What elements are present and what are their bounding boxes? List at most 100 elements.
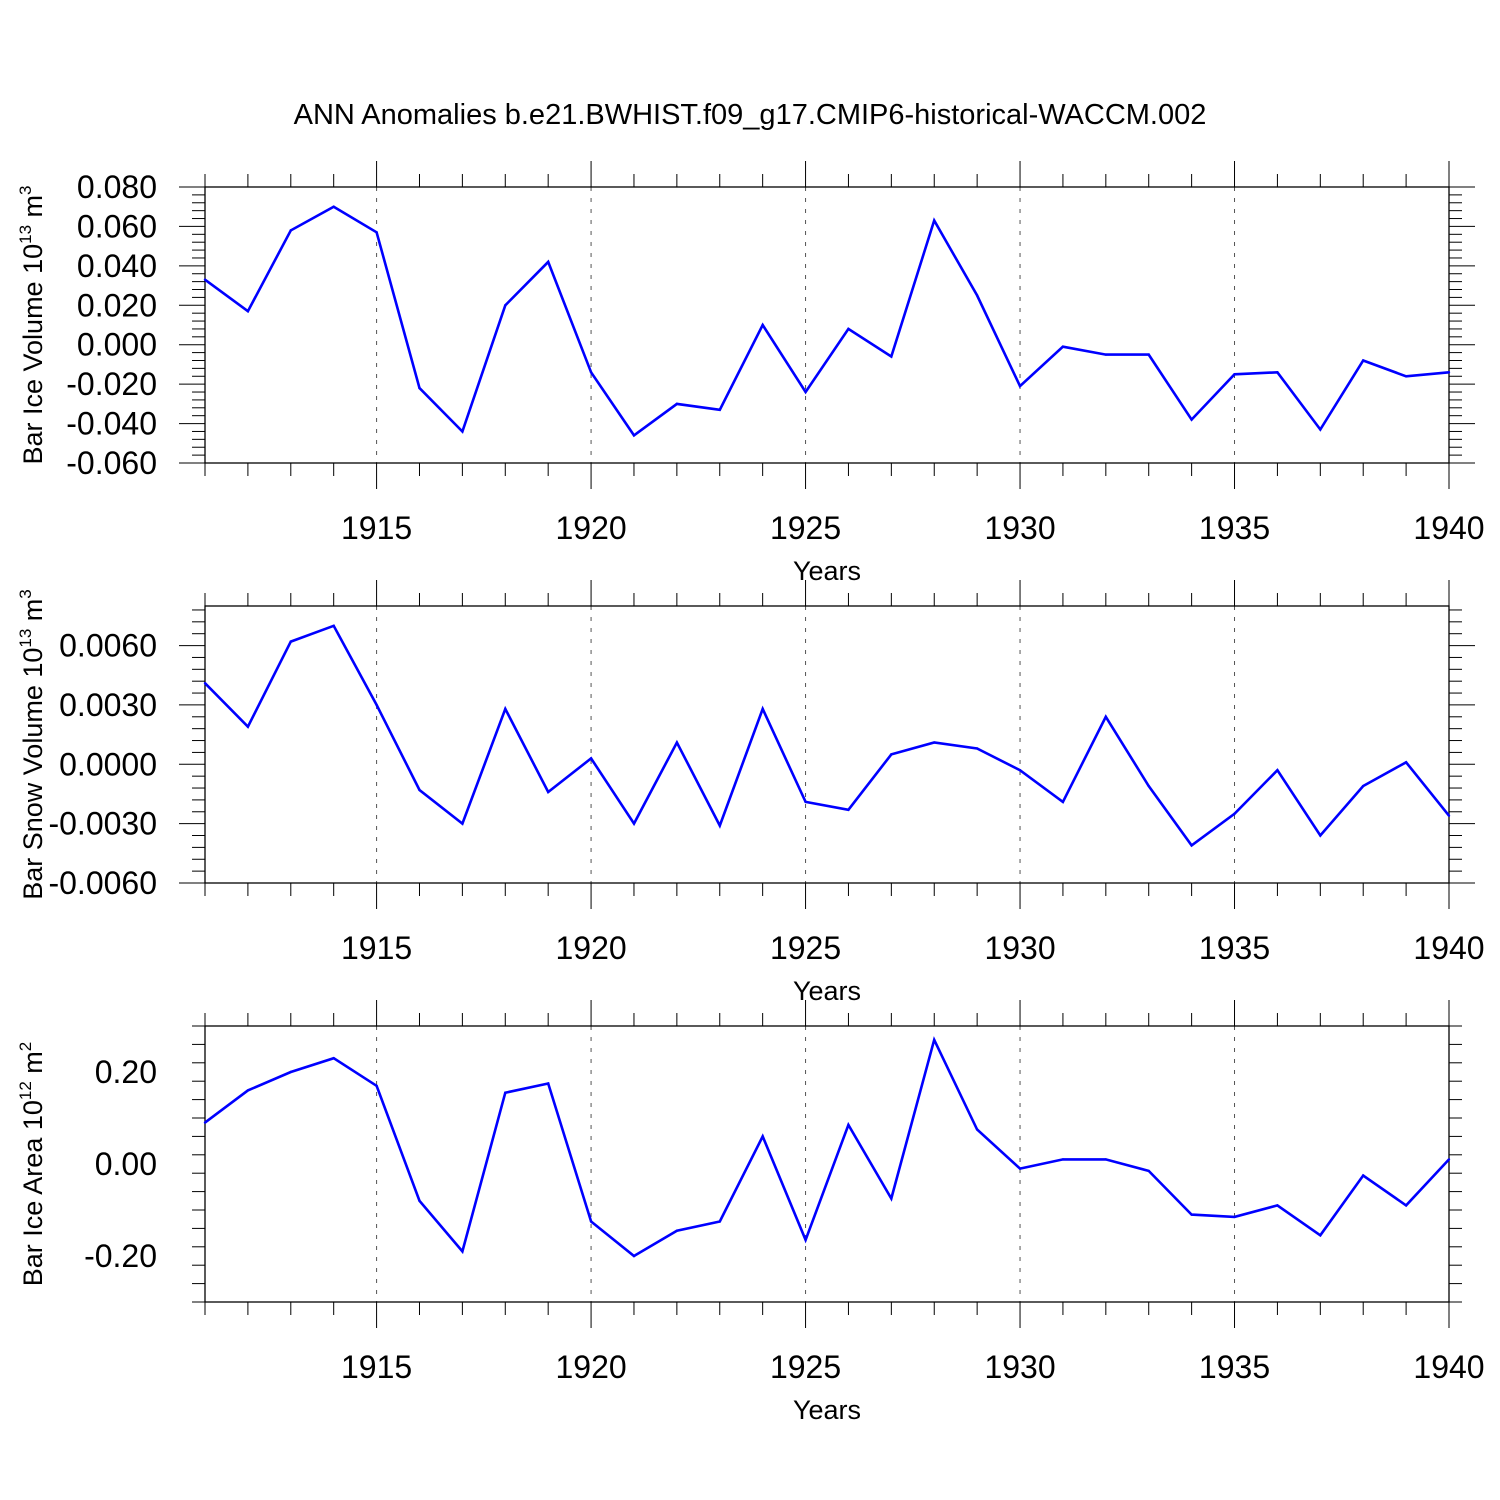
data-point	[332, 205, 335, 208]
data-point	[1018, 384, 1022, 388]
y-tick-label: 0.0060	[59, 628, 157, 664]
x-tick-label: 1930	[984, 930, 1055, 966]
data-point	[718, 824, 721, 827]
data-point	[1404, 1204, 1408, 1207]
x-tick-label: 1935	[1199, 930, 1270, 966]
data-point	[375, 703, 378, 707]
x-axis-title: Years	[793, 556, 861, 586]
data-point	[504, 1091, 507, 1094]
data-point	[589, 371, 593, 374]
y-axis-title: Bar Snow Volume 1013 m3	[16, 589, 48, 900]
chart-panel-3: 0.20 0.00 -0.20 1915 1920 1925 1930 1935 1940 Yea…	[16, 1000, 1485, 1425]
data-point	[675, 1229, 679, 1232]
data-point	[1276, 769, 1279, 772]
data-point	[418, 386, 421, 390]
data-point	[203, 1121, 207, 1124]
y-tick-label: -0.0060	[48, 865, 157, 901]
y-tick-label: 0.0000	[59, 746, 157, 782]
data-point	[246, 1089, 250, 1092]
data-point	[1018, 769, 1022, 772]
data-point	[804, 390, 807, 394]
y-tick-label: -0.040	[66, 406, 157, 442]
data-point	[332, 1057, 335, 1060]
data-point	[1276, 1204, 1279, 1207]
x-tick-label: 1930	[984, 510, 1055, 546]
x-tick-label: 1935	[1199, 1349, 1270, 1385]
data-point	[718, 408, 721, 411]
data-point	[418, 1199, 421, 1203]
y-tick-label: 0.0030	[59, 687, 157, 723]
y-tick-label: 0.20	[95, 1054, 157, 1090]
data-point	[1319, 1234, 1322, 1237]
data-point	[1362, 359, 1365, 362]
x-tick-label: 1935	[1199, 510, 1270, 546]
data-point	[203, 681, 207, 685]
data-point	[1061, 345, 1065, 348]
data-point	[375, 231, 378, 234]
data-point	[1447, 371, 1451, 374]
y-tick-label: -0.0030	[48, 806, 157, 842]
x-tick-label: 1920	[555, 1349, 626, 1385]
data-point	[1104, 1158, 1108, 1161]
series-line	[204, 1036, 1450, 1258]
data-point	[418, 788, 421, 792]
data-point	[332, 624, 335, 627]
data-point	[847, 327, 850, 331]
data-point	[632, 1254, 636, 1258]
data-point	[933, 1038, 936, 1042]
y-tick-label: 0.060	[77, 208, 157, 244]
chart-panel-2: 0.0060 0.0030 0.0000 -0.0030 -0.0060 1915 1920…	[16, 580, 1485, 1006]
data-point	[761, 707, 764, 711]
data-point	[1104, 715, 1108, 718]
y-tick-label: 0.080	[77, 169, 157, 205]
data-point	[975, 294, 979, 297]
data-point	[546, 1082, 550, 1085]
data-point	[804, 800, 807, 804]
data-point	[933, 219, 936, 222]
plot-frame	[204, 605, 1450, 884]
x-tick-label: 1915	[341, 1349, 412, 1385]
x-axis-title: Years	[793, 1395, 861, 1425]
data-point	[1104, 353, 1108, 356]
data-point	[504, 707, 507, 711]
data-point	[675, 402, 679, 406]
data-point	[1061, 1158, 1065, 1161]
y-tick-label: 0.000	[77, 327, 157, 363]
series-line	[204, 205, 1450, 438]
y-tick-label: -0.020	[66, 366, 157, 402]
data-point	[1147, 1169, 1150, 1173]
data-point	[1404, 761, 1408, 764]
data-point	[461, 822, 464, 825]
data-point	[1190, 844, 1193, 847]
series-line	[204, 624, 1451, 848]
data-point	[804, 1238, 807, 1242]
chart-title: ANN Anomalies b.e21.BWHIST.f09_g17.CMIP6…	[294, 99, 1207, 131]
y-axis-title: Bar Ice Volume 1013 m3	[16, 185, 48, 464]
plot-frame	[204, 186, 1450, 464]
data-point	[890, 1197, 893, 1200]
y-axis-title: Bar Ice Area 1012 m2	[16, 1042, 48, 1287]
data-point	[1190, 418, 1193, 421]
x-tick-label: 1915	[341, 930, 412, 966]
data-point	[632, 822, 636, 825]
data-point	[461, 430, 464, 433]
x-tick-label: 1920	[555, 930, 626, 966]
x-tick-label: 1940	[1413, 1349, 1484, 1385]
x-tick-label: 1925	[770, 930, 841, 966]
data-point	[1362, 784, 1365, 788]
data-point	[1319, 834, 1322, 837]
data-point	[289, 1070, 292, 1074]
data-point	[890, 753, 893, 756]
x-axis-title: Years	[793, 976, 861, 1006]
data-point	[933, 741, 936, 744]
y-tick-label: 0.040	[77, 248, 157, 284]
y-tick-label: 0.020	[77, 287, 157, 323]
data-point	[289, 640, 292, 643]
y-tick-label: -0.060	[66, 445, 157, 481]
data-point	[890, 355, 893, 358]
data-point	[761, 323, 764, 327]
x-tick-label: 1940	[1413, 930, 1484, 966]
data-point	[632, 434, 636, 437]
data-point	[246, 725, 250, 728]
